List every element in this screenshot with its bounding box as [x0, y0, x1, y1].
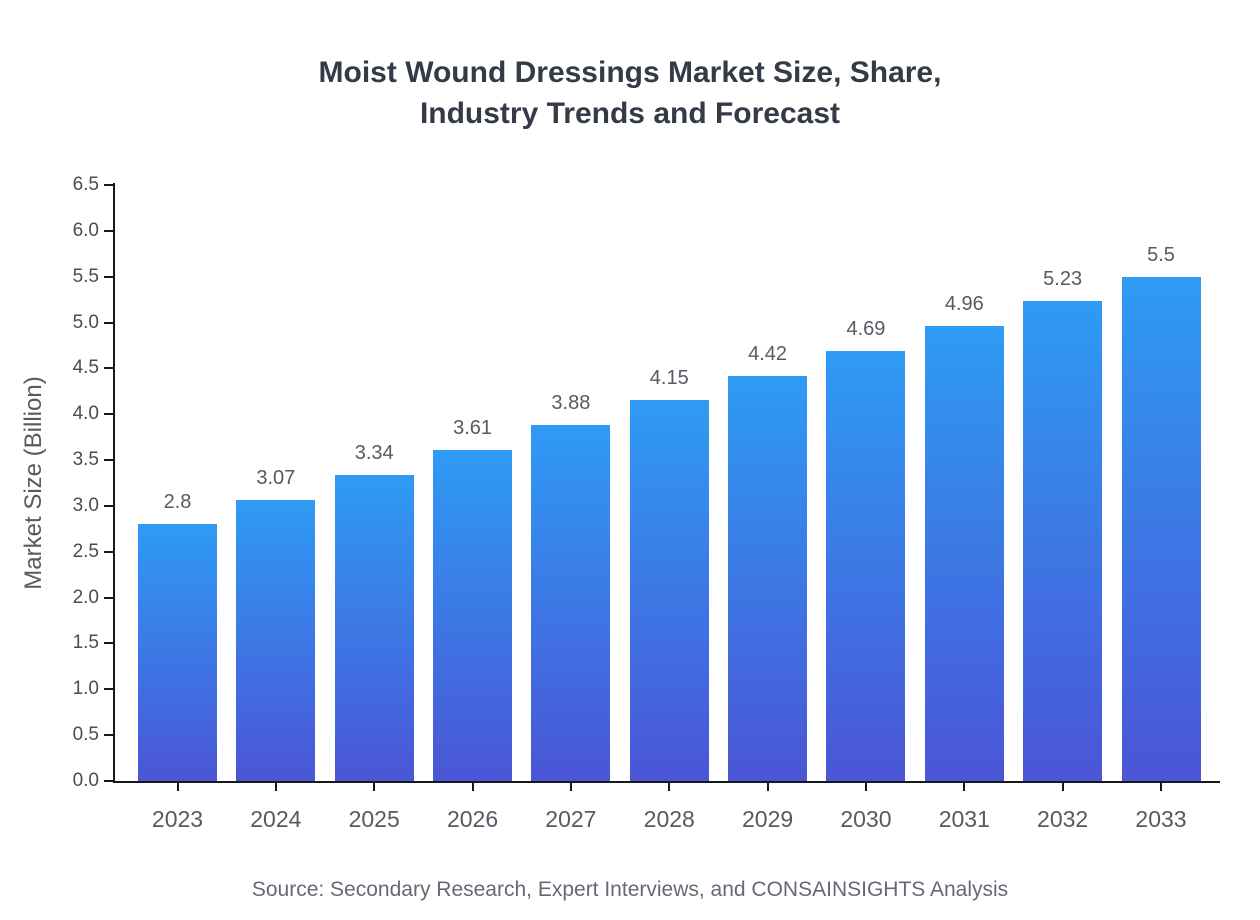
bar-value-label: 4.42 — [748, 342, 788, 365]
bar-value-label: 4.96 — [944, 293, 984, 316]
x-axis-line — [113, 781, 1220, 783]
bar-2033 — [1121, 276, 1201, 781]
x-tick-label: 2033 — [1135, 806, 1187, 832]
y-tick-mark — [104, 688, 113, 691]
y-tick-label: 2.5 — [72, 540, 99, 562]
y-tick-mark — [104, 596, 113, 599]
bar-2032 — [1023, 301, 1103, 781]
bar-2029 — [728, 375, 808, 781]
bar-2030 — [826, 350, 906, 781]
bar-2025 — [334, 474, 414, 781]
bar-2023 — [138, 524, 217, 781]
y-tick-label: 1.0 — [72, 678, 99, 700]
y-tick-label: 2.0 — [72, 586, 99, 608]
bar-2024 — [236, 499, 316, 781]
y-tick-mark — [104, 504, 113, 507]
x-tick-mark — [864, 783, 867, 791]
bar-value-label: 3.61 — [453, 417, 493, 439]
x-tick-mark — [963, 783, 966, 791]
x-tick-mark — [274, 783, 277, 791]
x-tick-mark — [373, 783, 376, 791]
source-attribution: Source: Secondary Research, Expert Inter… — [251, 878, 1009, 901]
bar-value-label: 3.88 — [551, 392, 591, 415]
bar-value-label: 4.69 — [846, 317, 886, 340]
x-tick-mark — [1061, 783, 1064, 791]
x-tick-label: 2028 — [643, 806, 695, 832]
y-tick-label: 6.5 — [72, 174, 99, 195]
chart-title: Moist Wound Dressings Market Size, Share… — [318, 56, 942, 131]
y-tick-mark — [104, 550, 113, 553]
y-tick-label: 3.0 — [72, 494, 99, 516]
y-tick-mark — [104, 780, 113, 782]
x-tick-mark — [569, 783, 572, 791]
y-tick-label: 4.0 — [72, 403, 99, 425]
bar-value-label: 5.23 — [1043, 268, 1083, 291]
x-tick-label: 2030 — [840, 806, 892, 832]
x-tick-label: 2031 — [938, 806, 990, 832]
x-tick-label: 2023 — [151, 806, 204, 832]
x-tick-mark — [668, 783, 671, 791]
x-tick-label: 2024 — [250, 806, 302, 832]
x-tick-mark — [176, 783, 179, 791]
y-tick-mark — [104, 229, 113, 232]
x-tick-mark — [766, 783, 769, 791]
bar-value-label: 5.5 — [1147, 243, 1175, 266]
bar-value-label: 3.07 — [256, 466, 296, 489]
y-tick-mark — [104, 367, 113, 370]
y-axis-line — [113, 183, 115, 783]
bar-2026 — [433, 450, 513, 781]
bar-2031 — [924, 326, 1004, 781]
plot-area: 0.0 0.5 1.0 1.5 2.0 2.5 3.0 3.5 4.0 4.5 5.0 5.5 6.0 6… — [73, 174, 1220, 832]
x-tick-mark — [1160, 783, 1162, 791]
y-tick-label: 5.0 — [72, 311, 99, 333]
x-tick-label: 2026 — [446, 806, 499, 832]
y-tick-mark — [104, 642, 113, 645]
bar-value-label: 4.15 — [649, 367, 689, 390]
y-tick-label: 1.5 — [72, 632, 99, 654]
y-tick-label: 5.5 — [72, 265, 99, 287]
x-tick-label: 2032 — [1037, 806, 1089, 832]
y-tick-mark — [104, 275, 113, 278]
y-tick-label: 3.5 — [72, 449, 99, 471]
y-tick-mark — [104, 321, 113, 324]
x-tick-mark — [471, 783, 474, 791]
y-axis-title: Market Size (Billion) — [20, 376, 47, 590]
y-tick-label: 4.5 — [72, 357, 99, 379]
y-tick-mark — [104, 184, 113, 186]
y-tick-label: 6.0 — [72, 219, 99, 241]
bar-2028 — [629, 400, 709, 781]
y-tick-mark — [104, 413, 113, 416]
bar-2027 — [531, 425, 611, 781]
y-tick-label: 0.0 — [72, 770, 99, 791]
x-tick-label: 2029 — [742, 806, 794, 832]
x-tick-label: 2027 — [545, 806, 597, 832]
bar-value-label: 2.8 — [163, 491, 192, 514]
x-tick-label: 2025 — [348, 806, 400, 832]
y-tick-mark — [104, 459, 113, 462]
bar-value-label: 3.34 — [354, 441, 394, 464]
y-tick-label: 0.5 — [72, 724, 99, 746]
y-tick-mark — [104, 734, 113, 737]
